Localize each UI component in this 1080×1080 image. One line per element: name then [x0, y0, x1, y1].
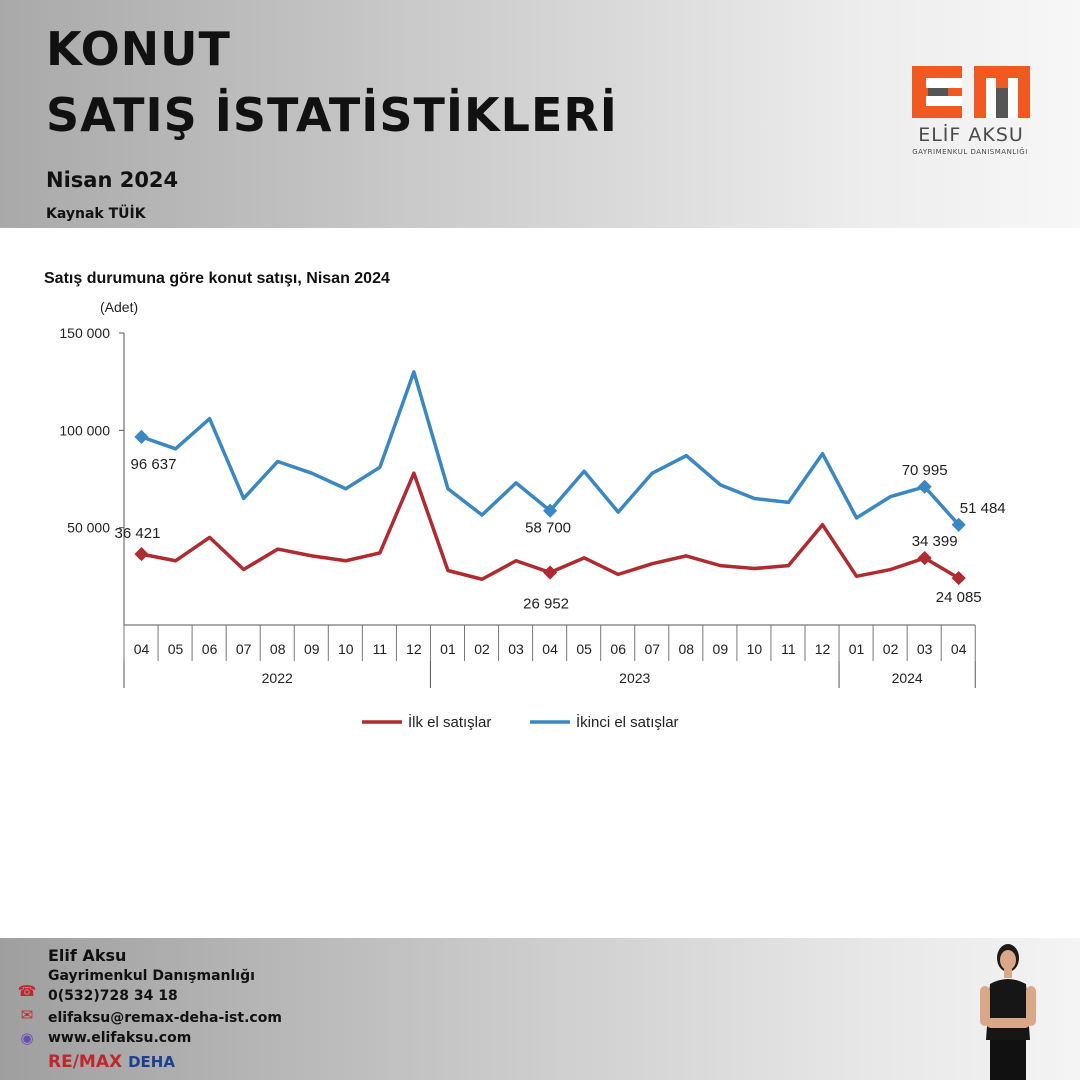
- x-tick-label: 10: [338, 641, 354, 657]
- x-tick-label: 09: [713, 641, 729, 657]
- agent-email[interactable]: elifaksu@remax-deha-ist.com: [48, 1010, 282, 1026]
- x-tick-label: 02: [883, 641, 899, 657]
- chart-axes: 150 000 100 000 50 000 04 05 06 07 08 09 10 11 12 01…: [59, 325, 976, 688]
- x-year-label: 2023: [619, 670, 650, 686]
- chart-title: Satış durumuna göre konut satışı, Nisan …: [44, 270, 390, 287]
- x-tick-label: 03: [508, 641, 524, 657]
- x-tick-label: 10: [747, 641, 763, 657]
- data-point-marker: [543, 503, 558, 518]
- x-year-label: 2024: [892, 670, 923, 686]
- data-point-marker: [917, 479, 932, 494]
- x-tick-label: 12: [815, 641, 831, 657]
- chart-legend: İlk el satışlar İkinci el satışlar: [362, 713, 679, 731]
- x-tick-label: 04: [134, 641, 150, 657]
- x-tick-label: 12: [406, 641, 422, 657]
- source-note: Kaynak TÜİK: [46, 206, 146, 222]
- x-tick-label: 07: [644, 641, 660, 657]
- data-label: 24 085: [936, 589, 982, 606]
- legend-label: İkinci el satışlar: [576, 713, 679, 731]
- x-year-label: 2022: [262, 670, 293, 686]
- page-title-line1: KONUT: [46, 22, 231, 76]
- data-label: 58 700: [525, 520, 571, 537]
- page-title-line2: SATIŞ İSTATİSTİKLERİ: [46, 88, 618, 142]
- data-point-marker: [951, 517, 966, 532]
- elif-aksu-logo: [912, 66, 1030, 118]
- header-banner: KONUT SATIŞ İSTATİSTİKLERİ Nisan 2024 Ka…: [0, 0, 1080, 228]
- data-label: 34 399: [912, 533, 958, 550]
- data-label: 26 952: [523, 596, 569, 613]
- series-line: [140, 370, 961, 526]
- x-tick-label: 06: [202, 641, 218, 657]
- agent-name: Elif Aksu: [48, 946, 127, 965]
- x-tick-label: 03: [917, 641, 933, 657]
- page-subtitle: Nisan 2024: [46, 168, 179, 192]
- data-point-marker: [917, 550, 932, 566]
- x-tick-label: 05: [576, 641, 592, 657]
- logo-subtitle: GAYRIMENKUL DANISMANLIĞI: [912, 148, 1028, 156]
- agent-phone[interactable]: 0(532)728 34 18: [48, 988, 178, 1004]
- data-label: 70 995: [902, 462, 948, 479]
- y-axis-unit: (Adet): [100, 299, 138, 315]
- chart-series: [134, 370, 966, 586]
- agent-company: Gayrimenkul Danışmanlığı: [48, 968, 255, 984]
- x-tick-label: 07: [236, 641, 252, 657]
- data-point-marker: [951, 571, 966, 586]
- footer-banner: [0, 938, 1080, 1080]
- x-tick-label: 04: [951, 641, 967, 657]
- x-tick-label: 06: [610, 641, 626, 657]
- agent-website[interactable]: www.elifaksu.com: [48, 1030, 192, 1046]
- y-tick-label: 150 000: [59, 325, 110, 341]
- agent-portrait: [980, 944, 1036, 1080]
- data-point-marker: [134, 429, 149, 444]
- x-tick-label: 11: [373, 641, 388, 657]
- x-tick-label: 01: [440, 641, 456, 657]
- data-label: 96 637: [131, 456, 177, 473]
- x-tick-label: 05: [168, 641, 184, 657]
- data-point-marker: [543, 565, 558, 580]
- remax-logo: RE/MAX DEHA: [48, 1052, 175, 1072]
- x-tick-label: 04: [542, 641, 558, 657]
- x-tick-label: 08: [679, 641, 695, 657]
- x-tick-label: 08: [270, 641, 286, 657]
- x-tick-label: 02: [474, 641, 490, 657]
- email-icon: ✉: [20, 1007, 34, 1024]
- data-label: 51 484: [960, 500, 1006, 517]
- y-tick-label: 50 000: [67, 520, 110, 536]
- line-chart: Satış durumuna göre konut satışı, Nisan …: [44, 270, 1006, 731]
- x-tick-label: 09: [304, 641, 320, 657]
- logo-name: ELİF AKSU: [918, 124, 1024, 146]
- x-tick-label: 11: [781, 641, 796, 657]
- chart-data-labels: 36 421 26 952 34 399 24 085 96 637 58 700 70 9…: [115, 456, 1006, 613]
- data-label: 36 421: [115, 525, 161, 542]
- x-tick-label: 01: [849, 641, 865, 657]
- y-tick-label: 100 000: [59, 422, 110, 438]
- globe-icon: ◉: [20, 1030, 34, 1047]
- legend-label: İlk el satışlar: [408, 713, 491, 731]
- phone-icon: ☎: [17, 983, 37, 1000]
- data-point-marker: [134, 547, 149, 562]
